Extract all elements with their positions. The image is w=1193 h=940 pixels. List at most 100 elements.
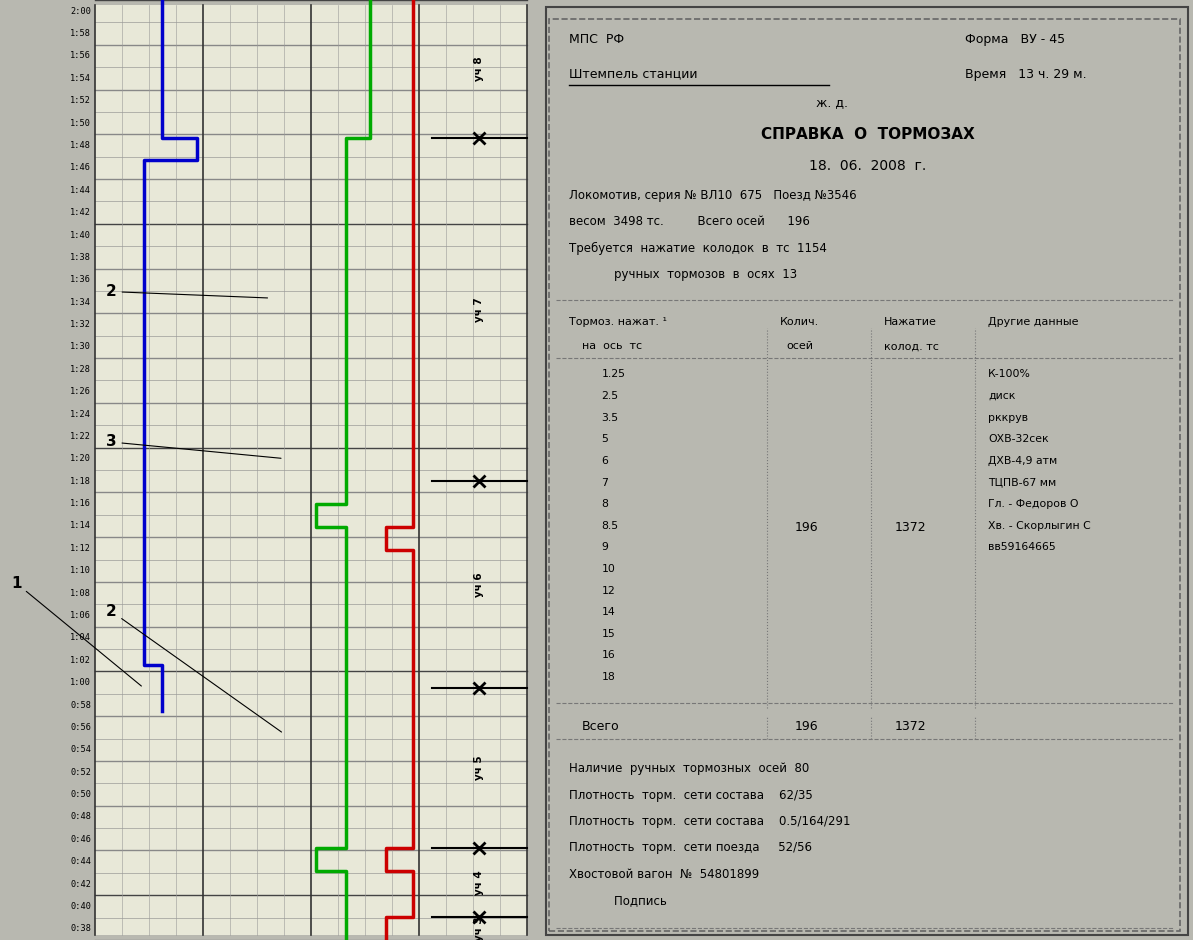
Text: 1:38: 1:38 — [70, 253, 91, 262]
Text: Тормоз. нажат. ¹: Тормоз. нажат. ¹ — [569, 317, 667, 327]
Text: 12: 12 — [601, 586, 616, 596]
Text: 5: 5 — [601, 434, 608, 445]
Text: 1372: 1372 — [895, 720, 926, 733]
Text: 0:58: 0:58 — [70, 700, 91, 710]
Text: 16: 16 — [601, 650, 616, 661]
Text: Гл. - Федоров О: Гл. - Федоров О — [988, 499, 1078, 509]
Text: рккрув: рккрув — [988, 413, 1028, 423]
Text: 1:24: 1:24 — [70, 410, 91, 418]
Text: СПРАВКА  О  ТОРМОЗАХ: СПРАВКА О ТОРМОЗАХ — [761, 127, 975, 142]
Text: ТЦПВ-67 мм: ТЦПВ-67 мм — [988, 478, 1057, 488]
Text: 1:12: 1:12 — [70, 544, 91, 553]
Text: 0:54: 0:54 — [70, 745, 91, 754]
Text: К-100%: К-100% — [988, 369, 1031, 380]
Text: вв59164665: вв59164665 — [988, 542, 1056, 553]
Text: МПС  РФ: МПС РФ — [569, 33, 624, 46]
Text: 196: 196 — [795, 521, 818, 534]
Text: Время   13 ч. 29 м.: Время 13 ч. 29 м. — [965, 68, 1087, 81]
Text: 0:42: 0:42 — [70, 880, 91, 888]
Text: 1:56: 1:56 — [70, 52, 91, 60]
Text: 0:46: 0:46 — [70, 835, 91, 844]
Text: 1:14: 1:14 — [70, 522, 91, 530]
Text: 0:48: 0:48 — [70, 812, 91, 822]
Text: 1: 1 — [11, 575, 142, 686]
Text: 2: 2 — [106, 284, 267, 299]
Text: 0:52: 0:52 — [70, 768, 91, 776]
Text: диск: диск — [988, 391, 1015, 401]
Text: Плотность  торм.  сети состава    0.5/164/291: Плотность торм. сети состава 0.5/164/291 — [569, 815, 851, 828]
Text: 1:30: 1:30 — [70, 342, 91, 352]
Text: ДХВ-4,9 атм: ДХВ-4,9 атм — [988, 456, 1057, 466]
Text: 0:50: 0:50 — [70, 790, 91, 799]
Text: 6: 6 — [601, 456, 608, 466]
Text: 1:10: 1:10 — [70, 566, 91, 575]
Text: 1:46: 1:46 — [70, 164, 91, 172]
Text: 1:40: 1:40 — [70, 230, 91, 240]
Text: 1:44: 1:44 — [70, 186, 91, 195]
Text: осей: осей — [786, 341, 814, 352]
Text: Локомотив, серия № ВЛ10  675   Поезд №3546: Локомотив, серия № ВЛ10 675 Поезд №3546 — [569, 189, 857, 202]
Text: 1:26: 1:26 — [70, 387, 91, 396]
Text: 1:52: 1:52 — [70, 96, 91, 105]
Text: 1:32: 1:32 — [70, 320, 91, 329]
Text: 1:02: 1:02 — [70, 656, 91, 665]
Text: Хвостовой вагон  №  54801899: Хвостовой вагон № 54801899 — [569, 868, 759, 881]
Text: ручных  тормозов  в  осях  13: ручных тормозов в осях 13 — [569, 268, 797, 281]
Text: 8: 8 — [601, 499, 608, 509]
Text: 1:58: 1:58 — [70, 29, 91, 39]
Text: уч 6: уч 6 — [475, 572, 484, 597]
Text: 18.  06.  2008  г.: 18. 06. 2008 г. — [809, 159, 927, 173]
Text: 2.5: 2.5 — [601, 391, 618, 401]
Text: 18: 18 — [601, 672, 616, 682]
Text: 1.25: 1.25 — [601, 369, 625, 380]
Text: Нажатие: Нажатие — [884, 317, 937, 327]
Text: ОХВ-32сек: ОХВ-32сек — [988, 434, 1049, 445]
Text: 1:36: 1:36 — [70, 275, 91, 284]
Text: Форма   ВУ - 45: Форма ВУ - 45 — [965, 33, 1065, 46]
Text: Подпись: Подпись — [569, 894, 667, 907]
Text: 1:16: 1:16 — [70, 499, 91, 509]
Text: уч 5: уч 5 — [475, 756, 484, 780]
Text: 0:44: 0:44 — [70, 857, 91, 866]
Text: 1:28: 1:28 — [70, 365, 91, 374]
Text: 1372: 1372 — [895, 521, 926, 534]
Text: 8.5: 8.5 — [601, 521, 618, 531]
Text: 1:34: 1:34 — [70, 298, 91, 306]
Text: 1:22: 1:22 — [70, 431, 91, 441]
Text: 0:38: 0:38 — [70, 924, 91, 933]
Text: ж. д.: ж. д. — [816, 96, 848, 109]
Text: 196: 196 — [795, 720, 818, 733]
Text: 7: 7 — [601, 478, 608, 488]
Text: 2: 2 — [106, 603, 282, 732]
Text: 2:00: 2:00 — [70, 7, 91, 16]
Text: 14: 14 — [601, 607, 616, 618]
Text: уч 8: уч 8 — [475, 56, 484, 81]
Text: 0:56: 0:56 — [70, 723, 91, 732]
Text: 1:00: 1:00 — [70, 678, 91, 687]
Text: Штемпель станции: Штемпель станции — [569, 68, 698, 81]
Text: Требуется  нажатие  колодок  в  тс  1154: Требуется нажатие колодок в тс 1154 — [569, 242, 827, 255]
Text: Всего: Всего — [582, 720, 619, 733]
Text: 3.5: 3.5 — [601, 413, 618, 423]
Text: 1:54: 1:54 — [70, 74, 91, 83]
Text: уч 3: уч 3 — [475, 916, 484, 940]
Text: 1:20: 1:20 — [70, 454, 91, 463]
Text: Колич.: Колич. — [780, 317, 820, 327]
Text: уч 7: уч 7 — [475, 297, 484, 321]
Text: Плотность  торм.  сети поезда     52/56: Плотность торм. сети поезда 52/56 — [569, 841, 811, 854]
Text: 15: 15 — [601, 629, 616, 639]
Text: Наличие  ручных  тормозных  осей  80: Наличие ручных тормозных осей 80 — [569, 762, 809, 775]
Text: 1:48: 1:48 — [70, 141, 91, 150]
Text: 10: 10 — [601, 564, 616, 574]
Text: 1:50: 1:50 — [70, 118, 91, 128]
Text: Хв. - Скорлыгин С: Хв. - Скорлыгин С — [988, 521, 1090, 531]
Text: колод. тс: колод. тс — [884, 341, 939, 352]
Text: Другие данные: Другие данные — [988, 317, 1078, 327]
Text: уч 4: уч 4 — [475, 870, 484, 895]
Text: 3: 3 — [106, 434, 282, 459]
Text: 1:18: 1:18 — [70, 477, 91, 486]
Text: 1:06: 1:06 — [70, 611, 91, 620]
Text: 9: 9 — [601, 542, 608, 553]
Text: весом  3498 тс.         Всего осей      196: весом 3498 тс. Всего осей 196 — [569, 215, 810, 228]
Text: на  ось  тс: на ось тс — [582, 341, 642, 352]
